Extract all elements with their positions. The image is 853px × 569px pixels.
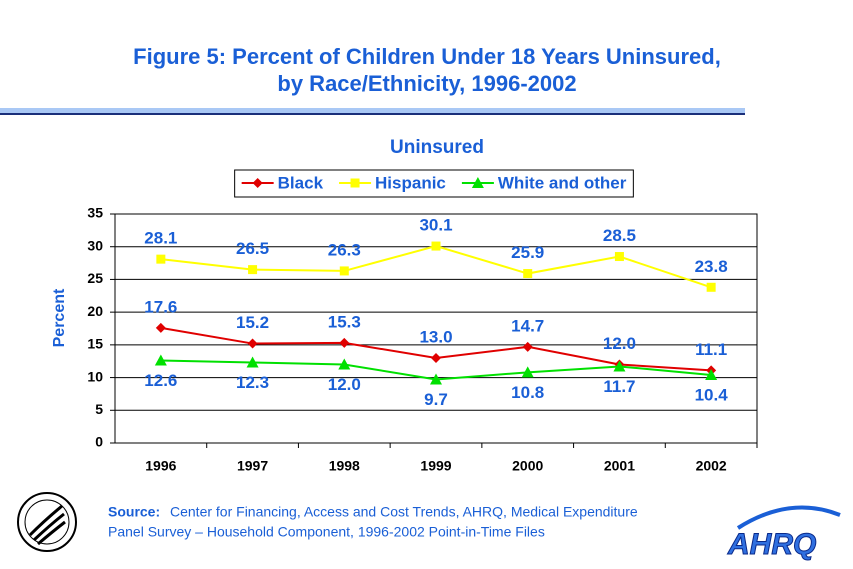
marker: [248, 265, 258, 275]
y-axis-label: Percent: [51, 288, 68, 347]
marker: [614, 252, 624, 262]
x-tick-label: 2002: [696, 458, 727, 474]
legend-marker: [252, 178, 263, 188]
source-label: Source:: [108, 504, 160, 520]
data-label: 17.6: [144, 297, 177, 316]
legend-label: Black: [278, 173, 324, 192]
y-tick-label: 0: [95, 434, 103, 450]
y-tick-label: 5: [95, 401, 103, 417]
data-label: 10.4: [695, 385, 729, 404]
legend: Black Hispanic White and other: [234, 169, 634, 198]
y-tick-label: 20: [87, 303, 103, 319]
data-label: 30.1: [419, 216, 452, 235]
marker: [246, 356, 259, 368]
slide-title: by Race/Ethnicity, 1996-2002: [277, 71, 576, 96]
source-text: Panel Survey – Household Component, 1996…: [108, 524, 545, 540]
logo-text: AHRQ: [727, 528, 816, 561]
ahrq-logo: AHRQ: [727, 505, 841, 561]
hhs-logo: [17, 492, 77, 552]
data-label: 28.1: [144, 229, 177, 248]
marker: [154, 354, 167, 366]
marker: [156, 254, 166, 264]
marker: [706, 282, 716, 292]
data-label: 25.9: [511, 243, 544, 262]
data-label: 12.3: [236, 373, 269, 392]
legend-marker: [471, 177, 484, 188]
data-label: 12.0: [603, 334, 636, 353]
data-label: 10.8: [511, 383, 544, 402]
x-tick-label: 1998: [329, 458, 360, 474]
legend-box: [234, 169, 634, 198]
marker: [338, 358, 351, 370]
x-tick-label: 1997: [237, 458, 268, 474]
x-tick-label: 1999: [420, 458, 451, 474]
marker: [613, 360, 626, 372]
title-rule: [0, 108, 745, 113]
data-label: 11.7: [603, 377, 635, 396]
marker: [247, 338, 258, 349]
data-label: 23.8: [695, 257, 728, 276]
x-tick-label: 1996: [145, 458, 176, 474]
chart-title: Uninsured: [390, 137, 484, 158]
x-tick-label: 2000: [512, 458, 543, 474]
data-label: 26.5: [236, 239, 269, 258]
marker: [155, 322, 166, 333]
legend-label: Hispanic: [375, 173, 446, 192]
data-label: 15.2: [236, 313, 269, 332]
y-tick-label: 15: [87, 336, 103, 352]
data-label: 9.7: [424, 390, 448, 409]
data-label: 11.1: [695, 340, 727, 359]
data-label: 14.7: [511, 316, 544, 335]
y-tick-label: 35: [87, 205, 103, 221]
data-label: 15.3: [328, 312, 361, 331]
legend-label: White and other: [498, 173, 627, 192]
y-tick-label: 10: [87, 368, 103, 384]
marker: [339, 337, 350, 348]
slide-title: Figure 5: Percent of Children Under 18 Y…: [133, 44, 721, 69]
data-label: 13.0: [419, 327, 452, 346]
x-tick-label: 2001: [604, 458, 635, 474]
plot-frame: [114, 213, 758, 444]
legend-marker: [350, 178, 360, 188]
y-tick-label: 25: [87, 270, 103, 286]
data-label: 28.5: [603, 226, 636, 245]
y-tick-label: 30: [87, 237, 103, 253]
data-label: 26.3: [328, 240, 361, 259]
marker: [430, 373, 442, 385]
source-text: Center for Financing, Access and Cost Tr…: [170, 504, 638, 520]
marker: [431, 352, 441, 363]
data-label: 12.0: [328, 375, 361, 394]
marker: [705, 368, 718, 380]
marker: [339, 266, 349, 276]
marker: [522, 341, 533, 352]
marker: [431, 241, 441, 251]
data-label: 12.6: [144, 371, 177, 390]
marker: [523, 269, 533, 279]
marker: [521, 366, 534, 378]
